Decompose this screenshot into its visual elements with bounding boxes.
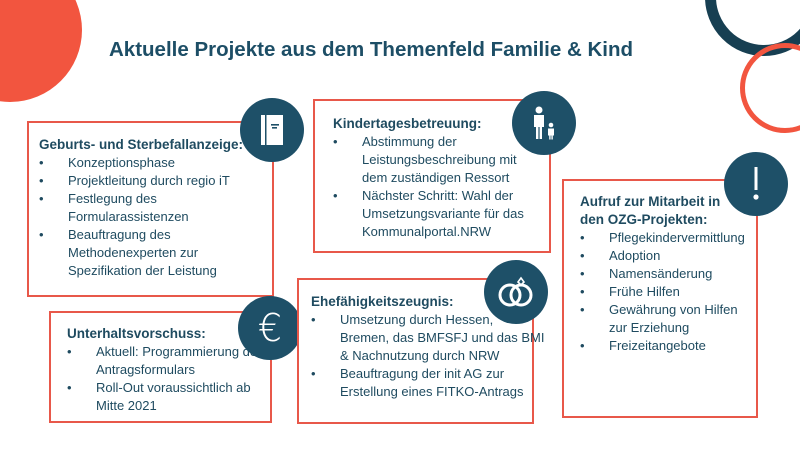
list-item: Aktuell: Programmierung des Antragsformu…: [67, 343, 266, 379]
card-kindertagesbetreuung: Kindertagesbetreuung: Abstimmung der Lei…: [313, 99, 551, 253]
euro-icon: €: [238, 296, 302, 360]
list-item: Konzeptionsphase: [39, 154, 262, 172]
list-item: Projektleitung durch regio iT: [39, 172, 262, 190]
decorative-teal-ring: [705, 0, 800, 56]
list-item: Umsetzung durch Hessen, Bremen, das BMFS…: [311, 311, 545, 365]
card-geburts-sterbefallanzeige: Geburts- und Sterbefallanzeige: Konzepti…: [27, 121, 274, 297]
list-item: Beauftragung des Methodenexperten zur Sp…: [39, 226, 258, 280]
book-icon: [240, 98, 304, 162]
card-unterhaltsvorschuss: Unterhaltsvorschuss: Aktuell: Programmie…: [49, 311, 272, 423]
page-title: Aktuelle Projekte aus dem Themenfeld Fam…: [109, 38, 634, 61]
list-item: Nächster Schritt: Wahl der Umsetzungsvar…: [333, 187, 552, 241]
decorative-red-ring: [740, 43, 800, 133]
card-heading: Kindertagesbetreuung:: [333, 116, 482, 131]
list-item: Beauftragung der init AG zur Erstellung …: [311, 365, 545, 401]
parent-child-icon: [512, 91, 576, 155]
list-item: Festlegung des Formularassistenzen: [39, 190, 189, 226]
card-heading: Ehefähigkeitszeugnis:: [311, 294, 454, 309]
card-aufruf-mitarbeit: Aufruf zur Mitarbeit in den OZG-Projekte…: [562, 179, 758, 418]
list-item: Adoption: [580, 247, 746, 265]
wedding-rings-icon: [484, 260, 548, 324]
list-item: Roll-Out voraussichtlich ab Mitte 2021: [67, 379, 276, 415]
list-item: Gewährung von Hilfen zur Erziehung: [580, 301, 759, 337]
exclamation-icon: [724, 152, 788, 216]
card-heading: Aufruf zur Mitarbeit in den OZG-Projekte…: [580, 194, 721, 227]
decorative-red-circle: [0, 0, 82, 102]
card-heading: Unterhaltsvorschuss:: [67, 326, 206, 341]
list-item: Pflegekindervermittlung: [580, 229, 746, 247]
list-item: Freizeitangebote: [580, 337, 746, 355]
list-item: Namensänderung: [580, 265, 746, 283]
card-ehefaehigkeitszeugnis: Ehefähigkeitszeugnis: Umsetzung durch He…: [297, 278, 544, 424]
card-heading: Geburts- und Sterbefallanzeige:: [39, 137, 244, 152]
list-item: Abstimmung der Leistungsbeschreibung mit…: [333, 133, 542, 187]
list-item: Frühe Hilfen: [580, 283, 746, 301]
